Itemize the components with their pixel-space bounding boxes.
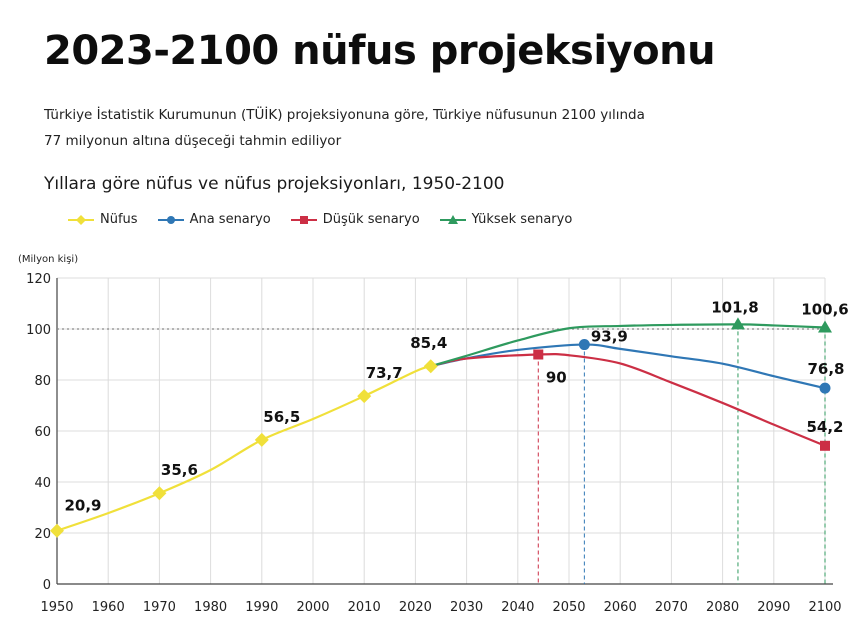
- x-tick-label: 2070: [655, 600, 688, 615]
- x-tick-label: 2020: [399, 600, 432, 615]
- series-line-ana-senaryo: [429, 343, 827, 390]
- circle-marker: [578, 339, 590, 351]
- x-tick-label: 2080: [706, 600, 739, 615]
- data-label: 56,5: [263, 408, 300, 426]
- data-label: 90: [546, 369, 567, 387]
- circle-marker: [819, 382, 831, 394]
- legend-square-marker: [290, 215, 317, 224]
- x-tick-label: 1960: [92, 600, 125, 615]
- x-tick-label: 2010: [348, 600, 381, 615]
- subtitle-line-1: Türkiye İstatistik Kurumunun (TÜİK) proj…: [44, 107, 645, 123]
- diamond-marker: [152, 486, 167, 501]
- x-tick-label: 2060: [604, 600, 637, 615]
- legend-item-yuksek-senaryo: Yüksek senaryo: [439, 212, 573, 227]
- data-label: 101,8: [711, 298, 758, 316]
- data-label: 73,7: [366, 364, 403, 382]
- data-label: 54,2: [806, 418, 843, 436]
- triangle-marker: [818, 320, 832, 333]
- legend-item-ana-senaryo: Ana senaryo: [157, 212, 271, 227]
- x-tick-label: 2100: [808, 600, 841, 615]
- y-tick-label: 40: [34, 476, 51, 491]
- y-tick-label: 120: [26, 272, 51, 287]
- data-label: 76,8: [807, 360, 844, 378]
- legend-triangle-marker: [439, 214, 466, 224]
- diamond-marker: [357, 389, 372, 404]
- x-tick-label: 1950: [40, 600, 73, 615]
- square-marker: [533, 349, 544, 360]
- subtitle-line-2: 77 milyonun altına düşeceği tahmin edili…: [44, 133, 342, 149]
- chart-title: Yıllara göre nüfus ve nüfus projeksiyonl…: [44, 174, 505, 194]
- diamond-marker: [423, 359, 438, 374]
- y-axis-unit-label: (Milyon kişi): [18, 254, 78, 265]
- legend-item-dusuk-senaryo: Düşük senaryo: [290, 212, 420, 227]
- x-tick-label: 2030: [450, 600, 483, 615]
- series-line-dusuk-senaryo: [429, 353, 827, 447]
- data-label: 93,9: [591, 328, 628, 346]
- x-tick-label: 1970: [143, 600, 176, 615]
- y-tick-label: 100: [26, 323, 51, 338]
- diamond-marker: [254, 432, 269, 447]
- y-tick-label: 60: [34, 425, 51, 440]
- legend-label: Yüksek senaryo: [471, 212, 573, 227]
- data-label: 20,9: [64, 497, 101, 515]
- y-tick-label: 20: [34, 527, 51, 542]
- series-line-nufus: [55, 365, 432, 532]
- diamond-marker: [50, 523, 64, 538]
- triangle-marker: [730, 317, 745, 330]
- legend-label: Nüfus: [100, 212, 138, 227]
- page-title: 2023-2100 nüfus projeksiyonu: [44, 28, 716, 74]
- legend-label: Düşük senaryo: [322, 212, 420, 227]
- data-label: 35,6: [161, 461, 198, 479]
- x-tick-label: 1990: [245, 600, 278, 615]
- legend-label: Ana senaryo: [189, 212, 271, 227]
- legend-item-nufus: Nüfus: [68, 212, 138, 227]
- x-tick-label: 2040: [501, 600, 534, 615]
- chart-legend: Nüfus Ana senaryo Düşük senaryo Yüksek s…: [68, 212, 592, 227]
- x-tick-label: 2090: [757, 600, 790, 615]
- y-tick-label: 0: [43, 578, 51, 593]
- legend-circle-marker: [157, 215, 184, 224]
- y-tick-label: 80: [34, 374, 51, 389]
- series-line-yuksek-senaryo: [429, 323, 827, 368]
- x-tick-label: 2000: [296, 600, 329, 615]
- data-label: 85,4: [410, 334, 447, 352]
- x-tick-label: 1980: [194, 600, 227, 615]
- x-tick-label: 2050: [552, 600, 585, 615]
- square-marker: [820, 440, 830, 451]
- page-subtitle: Türkiye İstatistik Kurumunun (TÜİK) proj…: [44, 102, 804, 154]
- legend-diamond-marker: [68, 214, 94, 225]
- data-label: 100,6: [801, 300, 848, 318]
